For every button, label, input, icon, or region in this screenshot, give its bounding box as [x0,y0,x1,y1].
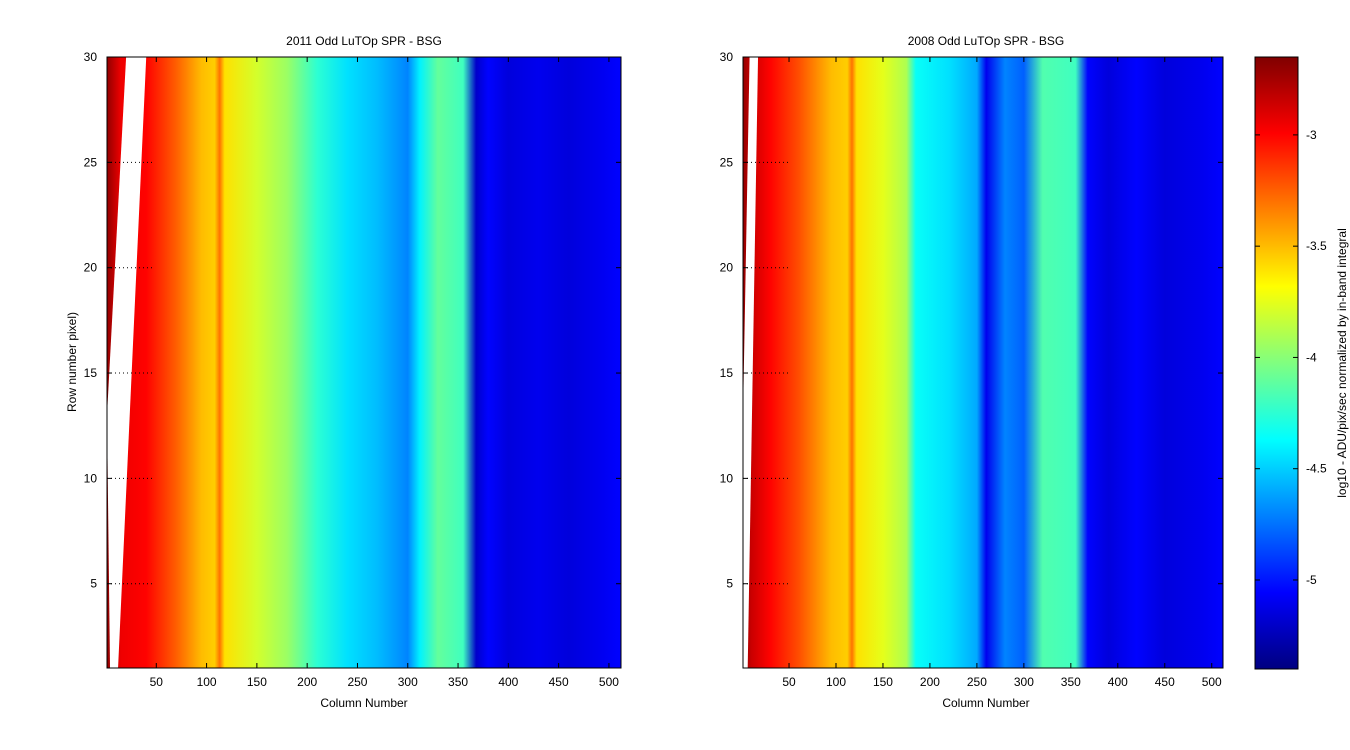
heatmap-panel-2011: 2011 Odd LuTOp SPR - BSG 50 100 150 200 250 3… [65,34,622,710]
x-tick-label: 400 [498,675,518,689]
heatmap-panel-2008: 2008 Odd LuTOp SPR - BSG 50 100 150 200 250 3… [720,34,1224,710]
y-tick-label: 10 [720,471,734,485]
x-tick-label: 200 [920,675,940,689]
colorbar-ticks: -3 -3.5 -4 -4.5 -5 [1255,128,1327,587]
blank-wedge [743,57,759,668]
x-tick-label: 50 [150,675,164,689]
heatmap-plot-area [107,57,621,668]
x-axis-label: Column Number [320,696,407,710]
y-tick-label: 30 [720,50,734,64]
colorbar-label: log10 - ADU/pix/sec normalized by in-ban… [1335,228,1349,497]
y-axis-ticks: 5 10 15 20 25 30 [84,50,621,591]
x-tick-label: 250 [347,675,367,689]
colorbar-tick-label: -3.5 [1306,239,1327,253]
x-tick-label: 300 [398,675,418,689]
colorbar-gradient [1255,57,1298,669]
blank-wedge [107,57,147,668]
y-tick-label: 5 [726,577,733,591]
x-tick-label: 200 [297,675,317,689]
y-tick-label: 25 [84,155,98,169]
x-axis-label: Column Number [942,696,1029,710]
colorbar-tick-label: -5 [1306,573,1317,587]
x-axis-ticks: 50 100 150 200 250 300 350 400 450 500 [150,57,619,689]
axes-box [106,56,622,669]
y-tick-label: 5 [90,577,97,591]
x-tick-label: 350 [1061,675,1081,689]
x-tick-label: 150 [247,675,267,689]
x-tick-label: 100 [197,675,217,689]
chart-title: 2008 Odd LuTOp SPR - BSG [908,34,1065,48]
x-tick-label: 50 [782,675,796,689]
y-tick-label: 20 [720,261,734,275]
colorbar-tick-label: -3 [1306,128,1317,142]
y-tick-label: 30 [84,50,98,64]
x-tick-label: 250 [967,675,987,689]
x-tick-label: 150 [873,675,893,689]
axes-box [742,56,1224,669]
colorbar-tick-label: -4.5 [1306,462,1327,476]
heatmap-plot-area [743,57,1223,668]
x-axis-ticks: 50 100 150 200 250 300 350 400 450 500 [782,57,1222,689]
y-axis-label: Row number pixel) [65,312,79,412]
x-tick-label: 350 [448,675,468,689]
x-tick-label: 500 [599,675,619,689]
y-tick-label: 15 [720,366,734,380]
x-tick-label: 450 [1155,675,1175,689]
x-tick-label: 500 [1202,675,1222,689]
y-tick-label: 10 [84,471,98,485]
x-tick-label: 400 [1108,675,1128,689]
y-axis-ticks: 5 10 15 20 25 30 [720,50,1223,591]
y-tick-label: 25 [720,155,734,169]
colorbar: -3 -3.5 -4 -4.5 -5 log10 - ADU/pix/sec norma… [1254,56,1349,670]
y-tick-label: 15 [84,366,98,380]
x-tick-label: 100 [826,675,846,689]
chart-title: 2011 Odd LuTOp SPR - BSG [286,34,442,48]
x-tick-label: 300 [1014,675,1034,689]
colorbar-tick-label: -4 [1306,350,1317,364]
x-tick-label: 450 [549,675,569,689]
colorbar-box [1254,56,1299,670]
y-tick-label: 20 [84,261,98,275]
